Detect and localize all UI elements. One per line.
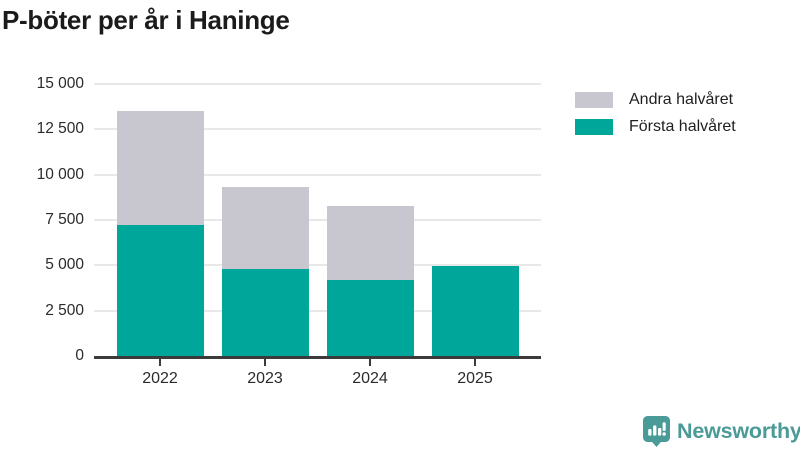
legend-item-forsta-halvaret: Första halvåret bbox=[575, 118, 736, 135]
bar-segment-2024-andra bbox=[326, 206, 414, 280]
chart-title: P-böter per år i Haninge bbox=[2, 5, 290, 35]
bar-segment-2023-forsta bbox=[221, 268, 309, 356]
x-axis-tick bbox=[264, 359, 266, 366]
y-gridline bbox=[94, 309, 541, 312]
x-tick-label: 2023 bbox=[247, 370, 283, 387]
legend-swatch-teal bbox=[575, 119, 613, 135]
legend: Andra halvåret Första halvåret bbox=[575, 91, 736, 146]
y-tick-label: 5 000 bbox=[45, 256, 84, 274]
y-gridline bbox=[94, 128, 541, 131]
bar-segment-2022-forsta bbox=[116, 225, 204, 356]
x-tick-label: 2022 bbox=[142, 370, 178, 387]
newsworthy-logo: Newsworthy bbox=[643, 416, 800, 447]
y-tick-label: 15 000 bbox=[36, 75, 84, 92]
y-tick-label: 0 bbox=[75, 347, 84, 364]
x-tick-label: 2024 bbox=[352, 370, 388, 387]
newsworthy-bubble-chart-icon bbox=[643, 416, 670, 447]
y-gridline bbox=[94, 264, 541, 267]
y-gridline bbox=[94, 83, 541, 85]
newsworthy-wordmark: Newsworthy bbox=[677, 419, 800, 443]
bar-segment-2023-andra bbox=[221, 187, 309, 269]
x-axis-tick bbox=[369, 359, 371, 366]
y-tick-label: 2 500 bbox=[45, 301, 84, 319]
y-gridline bbox=[94, 173, 541, 176]
bar-segment-2022-andra bbox=[116, 111, 204, 226]
x-axis-tick bbox=[474, 359, 476, 366]
y-gridline bbox=[94, 219, 541, 221]
legend-label: Första halvåret bbox=[629, 118, 736, 135]
legend-item-andra-halvaret: Andra halvåret bbox=[575, 91, 736, 108]
x-axis-tick bbox=[159, 359, 161, 366]
bar-segment-2024-forsta bbox=[326, 279, 414, 356]
y-tick-label: 10 000 bbox=[36, 165, 84, 183]
x-tick-label: 2025 bbox=[457, 370, 493, 387]
legend-label: Andra halvåret bbox=[629, 91, 734, 108]
bar-segment-2025-forsta bbox=[431, 266, 519, 356]
legend-swatch-gray bbox=[575, 92, 613, 108]
y-tick-label: 7 500 bbox=[45, 211, 84, 228]
y-tick-label: 12 500 bbox=[36, 120, 84, 138]
x-axis-line bbox=[94, 356, 541, 359]
